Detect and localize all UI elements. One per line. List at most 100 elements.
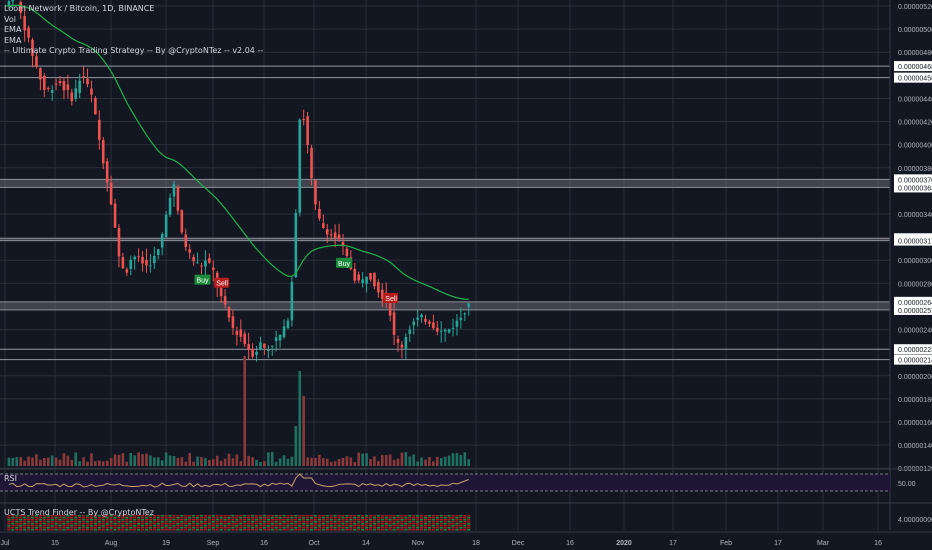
- trend-cell: [384, 525, 388, 527]
- trend-cell: [317, 521, 321, 523]
- trend-cell: [357, 523, 361, 525]
- trend-cell: [46, 519, 50, 521]
- trend-cell: [298, 529, 302, 531]
- candle-body: [274, 337, 278, 341]
- trend-cell: [231, 527, 235, 529]
- trend-cell: [54, 519, 58, 521]
- trend-cell: [207, 523, 211, 525]
- trend-cell: [298, 523, 302, 525]
- trend-cell: [101, 527, 105, 529]
- volume-bar: [200, 457, 203, 466]
- trend-cell: [227, 523, 231, 525]
- trend-cell: [404, 519, 408, 521]
- trend-cell: [15, 525, 19, 527]
- trend-cell: [353, 519, 357, 521]
- price-tick-label: 0.00000440: [898, 96, 932, 103]
- trend-cell: [423, 519, 428, 521]
- trend-cell: [70, 525, 74, 527]
- trend-cell: [404, 521, 408, 523]
- trend-cell: [266, 523, 270, 525]
- trend-cell: [376, 517, 380, 519]
- trend-cell: [286, 527, 290, 529]
- trend-cell: [321, 523, 325, 525]
- trend-cell: [97, 515, 101, 517]
- trend-cell: [250, 519, 255, 521]
- volume-bar: [58, 459, 62, 466]
- trend-cell: [199, 521, 204, 523]
- price-level-label: 0.00000223: [898, 347, 932, 354]
- trend-cell: [50, 529, 54, 531]
- trend-cell: [62, 521, 66, 523]
- trend-cell: [176, 519, 180, 521]
- rsi-band: [0, 474, 890, 491]
- trend-cell: [427, 515, 432, 517]
- trend-cell: [125, 525, 129, 527]
- candle-body: [416, 317, 419, 320]
- trend-cell: [254, 529, 259, 531]
- trend-cell: [302, 523, 306, 525]
- candle-body: [156, 249, 160, 256]
- trend-cell: [380, 519, 384, 521]
- trend-cell: [439, 529, 443, 531]
- volume-bar: [420, 457, 423, 466]
- candle-body: [333, 232, 337, 239]
- trend-cell: [46, 529, 50, 531]
- trend-cell: [89, 529, 94, 531]
- trend-cell: [117, 527, 121, 529]
- time-tick-label: 14: [362, 540, 370, 547]
- volume-bar: [78, 461, 81, 466]
- trend-cell: [388, 519, 392, 521]
- trend-cell: [443, 519, 447, 521]
- candle-body: [255, 351, 258, 356]
- price-tick-label: 0.00000280: [898, 281, 932, 288]
- volume-bar: [432, 461, 435, 466]
- trend-pane-title: UCTS Trend Finder -- By @CryptoNTez: [4, 508, 154, 517]
- candle-body: [58, 81, 62, 84]
- trend-cell: [286, 525, 290, 527]
- trend-cell: [400, 519, 404, 521]
- trend-cell: [306, 519, 310, 521]
- trend-cell: [97, 525, 101, 527]
- trend-cell: [325, 525, 329, 527]
- trend-cell: [15, 523, 19, 525]
- candle-body: [420, 314, 423, 318]
- volume-bar: [290, 456, 294, 466]
- trend-cell: [345, 523, 349, 525]
- trend-cell: [231, 515, 235, 517]
- candle-body: [267, 350, 270, 352]
- trend-cell: [416, 527, 420, 529]
- trend-cell: [11, 515, 15, 517]
- trend-cell: [396, 515, 400, 517]
- trend-cell: [294, 517, 298, 519]
- candle-body: [19, 2, 23, 13]
- trend-cell: [7, 527, 11, 529]
- trend-cell: [19, 521, 23, 523]
- volume-bar: [19, 457, 23, 466]
- trend-cell: [427, 519, 432, 521]
- trend-cell: [306, 523, 310, 525]
- trend-cell: [26, 517, 31, 519]
- trend-cell: [341, 515, 345, 517]
- trend-cell: [7, 515, 11, 517]
- trend-cell: [290, 527, 294, 529]
- trend-cell: [419, 523, 424, 525]
- trend-cell: [313, 515, 318, 517]
- volume-bar: [369, 459, 372, 466]
- trend-cell: [278, 517, 282, 519]
- trend-cell: [215, 523, 219, 525]
- trend-cell: [23, 521, 27, 523]
- volume-bar: [98, 460, 101, 466]
- candle-body: [259, 342, 262, 350]
- trend-cell: [419, 525, 424, 527]
- trend-cell: [451, 523, 455, 525]
- trend-cell: [427, 529, 432, 531]
- trend-cell: [219, 517, 223, 519]
- volume-bar: [227, 453, 231, 466]
- trend-cell: [337, 515, 341, 517]
- trend-cell: [408, 525, 412, 527]
- trend-cell: [439, 515, 443, 517]
- trend-cell: [408, 515, 412, 517]
- candle-body: [282, 326, 286, 338]
- trend-cell: [192, 527, 196, 529]
